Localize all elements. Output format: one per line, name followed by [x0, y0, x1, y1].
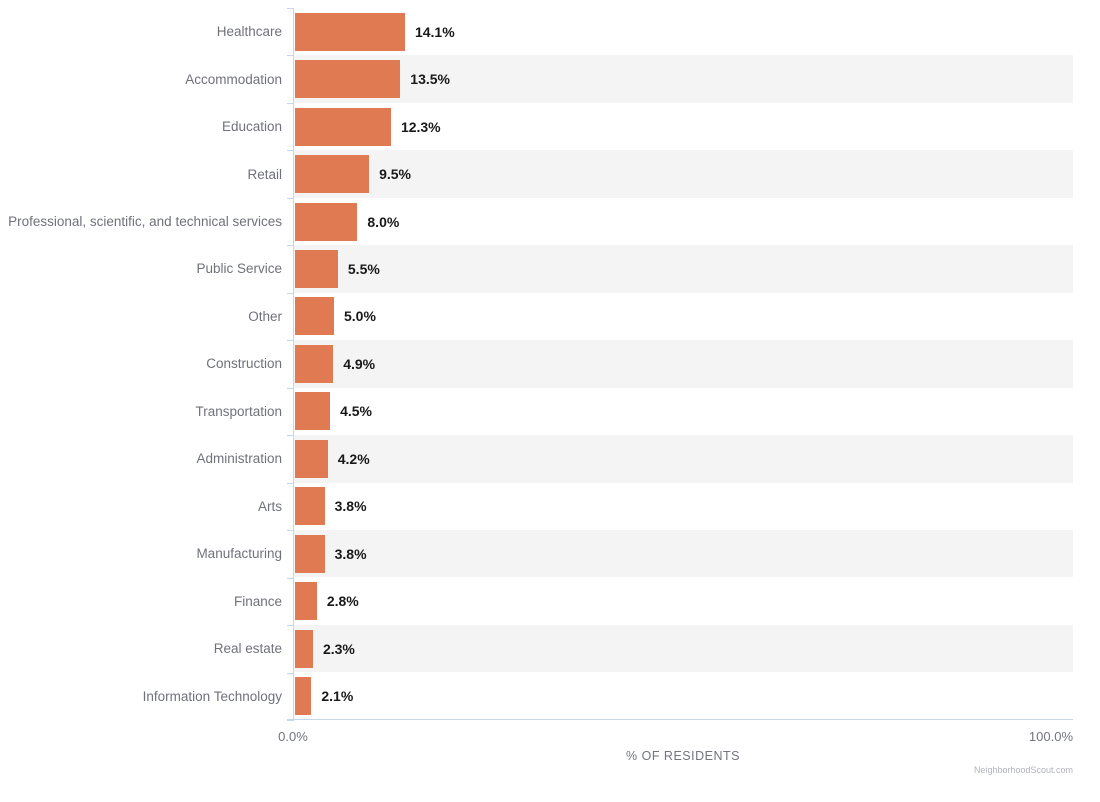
category-label: Accommodation — [185, 71, 282, 87]
chart-row: Finance 2.8% — [0, 577, 1073, 624]
category-label: Public Service — [196, 261, 282, 277]
axis-tick — [287, 720, 294, 721]
bar — [295, 487, 325, 526]
value-label: 13.5% — [410, 71, 450, 88]
value-label: 5.5% — [347, 260, 380, 277]
x-axis-line — [287, 719, 1073, 720]
chart-row: Retail 9.5% — [0, 150, 1073, 198]
watermark: NeighborhoodScout.com — [973, 765, 1073, 775]
bar — [295, 629, 313, 668]
category-label: Other — [248, 308, 282, 324]
axis-tick — [287, 387, 294, 389]
category-label: Education — [221, 119, 282, 135]
y-axis-line — [293, 8, 294, 720]
value-label: 12.3% — [400, 118, 441, 135]
axis-tick — [287, 340, 294, 342]
category-label: Real estate — [213, 641, 282, 657]
row-plot-area: 4.5% — [293, 388, 1073, 435]
category-label: Arts — [257, 498, 282, 514]
x-axis-title: % OF RESIDENTS — [626, 749, 740, 763]
axis-tick — [287, 102, 294, 104]
bar — [295, 582, 317, 621]
category-label: Construction — [206, 356, 282, 372]
chart-row: Public Service 5.5% — [0, 245, 1073, 293]
chart-row: Healthcare 14.1% — [0, 8, 1073, 55]
row-plot-area: 4.2% — [293, 435, 1073, 483]
x-tick-label-min: 0.0% — [278, 729, 308, 744]
chart-row: Information Technology 2.1% — [0, 672, 1073, 719]
chart-row: Accommodation 13.5% — [0, 55, 1073, 103]
row-plot-area: 2.1% — [293, 672, 1073, 719]
value-label: 14.1% — [414, 23, 455, 40]
chart-row: Other 5.0% — [0, 293, 1073, 340]
row-plot-area: 2.8% — [293, 577, 1073, 624]
row-plot-area: 2.3% — [293, 624, 1073, 673]
axis-tick — [287, 55, 294, 57]
chart-row: Arts 3.8% — [0, 483, 1073, 530]
value-label: 8.0% — [367, 213, 400, 230]
bar — [295, 155, 370, 194]
chart-row: Transportation 4.5% — [0, 388, 1073, 435]
category-label: Finance — [233, 593, 282, 609]
row-plot-area: 13.5% — [293, 55, 1073, 103]
category-label: Professional, scientific, and technical … — [8, 214, 282, 230]
value-label: 2.3% — [322, 640, 355, 657]
axis-tick — [287, 245, 294, 247]
row-plot-area: 9.5% — [293, 150, 1073, 198]
axis-tick — [287, 530, 294, 532]
chart-row: Real estate 2.3% — [0, 624, 1073, 673]
axis-tick — [287, 292, 294, 294]
axis-tick — [287, 577, 294, 579]
chart-row: Construction 4.9% — [0, 340, 1073, 388]
bar — [295, 439, 328, 478]
x-tick-label-max: 100.0% — [1028, 729, 1073, 744]
value-label: 2.1% — [321, 688, 354, 705]
axis-tick — [287, 435, 294, 437]
row-plot-area: 8.0% — [293, 198, 1073, 245]
chart-row: Education 12.3% — [0, 103, 1073, 150]
category-label: Information Technology — [142, 688, 282, 704]
chart-rows: Healthcare 14.1% Accommodation 13.5% Edu… — [0, 8, 1073, 720]
axis-tick — [287, 482, 294, 484]
bar — [295, 677, 312, 716]
bar — [295, 534, 325, 573]
value-label: 4.2% — [337, 450, 370, 467]
chart-row: Administration 4.2% — [0, 435, 1073, 483]
axis-tick — [287, 625, 294, 627]
category-label: Administration — [196, 451, 282, 467]
value-label: 3.8% — [334, 498, 367, 515]
bar — [295, 344, 334, 383]
value-label: 3.8% — [334, 545, 367, 562]
axis-tick — [287, 8, 294, 9]
bar — [295, 60, 401, 99]
row-plot-area: 5.0% — [293, 293, 1073, 340]
value-label: 2.8% — [326, 593, 359, 610]
value-label: 9.5% — [379, 166, 412, 183]
value-label: 4.5% — [340, 403, 373, 420]
value-label: 4.9% — [343, 355, 376, 372]
bar — [295, 12, 405, 51]
category-label: Manufacturing — [196, 546, 282, 562]
chart-row: Manufacturing 3.8% — [0, 529, 1073, 578]
value-label: 5.0% — [344, 308, 376, 325]
bar — [295, 249, 338, 288]
axis-tick — [287, 150, 294, 152]
row-plot-area: 5.5% — [293, 245, 1073, 293]
row-plot-area: 12.3% — [293, 103, 1073, 150]
axis-tick — [287, 197, 294, 199]
category-label: Healthcare — [216, 24, 282, 40]
axis-tick — [287, 672, 294, 674]
row-plot-area: 3.8% — [293, 529, 1073, 578]
bar — [295, 202, 358, 241]
bar — [295, 107, 391, 146]
chart-row: Professional, scientific, and technical … — [0, 198, 1073, 245]
bar — [295, 392, 331, 431]
row-plot-area: 4.9% — [293, 340, 1073, 388]
category-label: Transportation — [195, 403, 282, 419]
row-plot-area: 3.8% — [293, 483, 1073, 530]
bar — [295, 297, 334, 336]
category-label: Retail — [247, 166, 282, 182]
row-plot-area: 14.1% — [293, 8, 1073, 55]
